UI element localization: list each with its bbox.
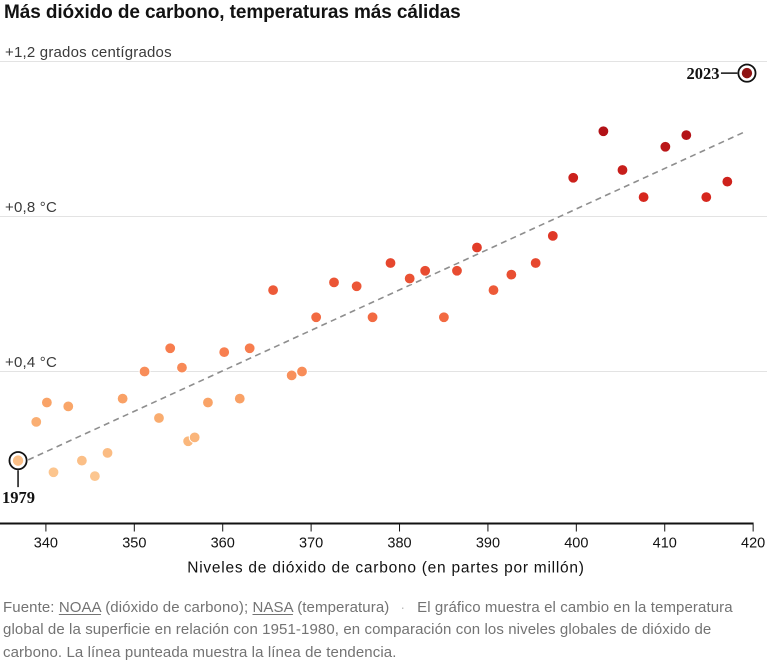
data-point — [700, 191, 713, 204]
x-axis-tick-label: 360 — [211, 536, 235, 552]
footer-text: carbono. La línea punteada muestra la lí… — [3, 643, 397, 661]
chart-footer: Fuente: NOAA (dióxido de carbono); NASA … — [3, 596, 767, 664]
data-point — [350, 280, 363, 293]
data-point — [138, 365, 151, 378]
data-point — [233, 392, 246, 405]
annotation-ring — [8, 451, 28, 471]
data-point — [403, 272, 416, 285]
data-point — [637, 191, 650, 204]
data-point — [384, 257, 397, 269]
data-point — [419, 264, 432, 277]
footer-line: carbono. La línea punteada muestra la lí… — [3, 642, 767, 664]
data-point — [740, 66, 754, 80]
data-point — [505, 268, 518, 281]
footer-text: Fuente: — [3, 599, 59, 616]
data-point — [567, 171, 580, 184]
footer-text: (dióxido de carbono); — [100, 599, 253, 616]
data-point — [47, 466, 60, 479]
footer-text: global de la superficie en relación con … — [3, 621, 712, 639]
data-point — [310, 311, 323, 324]
annotation-label: 1979 — [2, 488, 35, 507]
footer-text: (temperatura) — [292, 599, 390, 616]
x-axis-tick-label: 350 — [122, 536, 146, 552]
x-axis-tick-label: 400 — [564, 536, 588, 552]
y-gridline-label: +0,4 °C — [5, 354, 57, 371]
y-gridline-label: +1,2 grados centígrados — [5, 44, 172, 61]
footer-text: El gráfico muestra el cambio en la tempe… — [417, 599, 733, 616]
annotation-ring — [737, 63, 757, 83]
x-axis-tick-label: 340 — [34, 536, 58, 552]
data-point — [202, 396, 214, 409]
data-point — [680, 129, 693, 142]
data-point — [176, 361, 188, 374]
data-point — [285, 369, 298, 382]
data-point — [243, 342, 256, 355]
x-axis-tick-label: 420 — [741, 536, 765, 552]
x-axis-tick-label: 410 — [653, 536, 677, 552]
footer-line: Fuente: NOAA (dióxido de carbono); NASA … — [3, 596, 767, 619]
data-point — [529, 257, 542, 269]
data-point — [11, 454, 25, 467]
data-point — [153, 412, 165, 424]
x-axis-tick-label: 390 — [476, 536, 500, 552]
data-point — [188, 431, 201, 444]
data-point — [721, 175, 734, 188]
data-point — [296, 365, 308, 378]
data-point — [267, 284, 280, 297]
dot-separator: · — [400, 599, 406, 615]
data-point — [62, 400, 75, 413]
data-point — [659, 140, 672, 153]
data-point — [75, 454, 88, 467]
source-link-noaa[interactable]: NOAA — [58, 599, 101, 616]
data-point — [437, 311, 450, 324]
source-link-nasa[interactable]: NASA — [252, 599, 293, 616]
data-point — [616, 164, 629, 176]
x-axis-tick-label: 380 — [387, 536, 411, 552]
data-point — [597, 125, 610, 138]
data-point — [328, 276, 340, 289]
chart-title: Más dióxido de carbono, temperaturas más… — [4, 2, 461, 23]
data-point — [487, 284, 500, 297]
data-point — [164, 342, 177, 355]
footer-line: global de la superficie en relación con … — [3, 619, 767, 641]
data-point — [366, 311, 379, 324]
data-point — [546, 229, 559, 242]
data-point — [218, 346, 231, 359]
data-point — [30, 415, 43, 428]
data-point — [451, 264, 463, 277]
y-gridline-label: +0,8 °C — [5, 199, 57, 216]
trend-line — [27, 131, 745, 461]
data-point — [116, 392, 129, 405]
scatter-chart: +1,2 grados centígrados +0,8 °C +0,4 °C 340… — [0, 44, 767, 577]
data-point — [101, 446, 114, 459]
x-axis-title: Niveles de dióxido de carbono (en partes… — [187, 560, 584, 577]
x-axis-tick-label: 370 — [299, 536, 323, 552]
data-point — [40, 396, 53, 409]
data-point — [471, 241, 483, 254]
annotation-label: 2023 — [686, 64, 719, 83]
data-point — [88, 470, 101, 483]
